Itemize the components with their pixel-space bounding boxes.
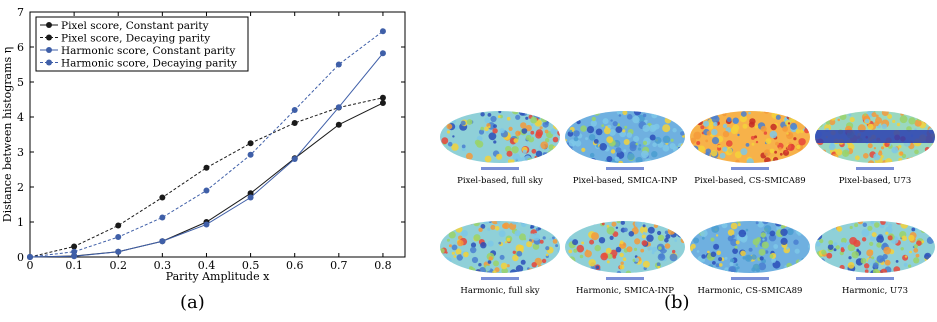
series-line-2 <box>29 97 384 258</box>
y-tick-label: 1 <box>17 216 24 229</box>
sky-map-caption: Harmonic, full sky <box>460 286 540 296</box>
series-line-1 <box>29 102 384 258</box>
x-tick-label: 0.3 <box>154 259 172 272</box>
series-3-point <box>159 238 166 245</box>
series-2-point <box>291 119 298 126</box>
sky-map-image <box>815 221 935 280</box>
series-4-point <box>379 28 386 35</box>
series-2-point <box>71 243 78 250</box>
legend-label-2: Pixel score, Decaying parity <box>61 33 210 45</box>
series-4-point <box>291 107 298 113</box>
legend-box <box>35 16 249 72</box>
line-chart: 0 0.1 0.2 0.3 0.4 0.5 0.6 0.7 0.8 0 1 2 3 4 5 6 7 Parity … <box>1 6 406 283</box>
sky-map-caption: Harmonic, U73 <box>841 286 909 296</box>
x-tick-label: 0.8 <box>374 259 392 272</box>
y-tick-label: 5 <box>17 76 24 89</box>
x-tick-label: 0.2 <box>109 259 127 272</box>
sky-map-caption: Pixel-based, CS-SMICA89 <box>694 176 806 186</box>
series-4-point <box>159 214 166 221</box>
sky-map-caption: Harmonic, CS-SMICA89 <box>697 286 803 296</box>
y-tick-label: 0 <box>17 251 24 264</box>
sky-map-panel: Pixel-based, SMICA-INP <box>561 110 689 186</box>
legend-label-1: Pixel score, Constant parity <box>61 20 209 32</box>
panel-label-a: (a) <box>180 292 205 313</box>
series-2-point <box>379 94 386 101</box>
series-3-point <box>379 50 386 57</box>
y-tick-label: 3 <box>17 146 24 159</box>
series-1-point <box>335 121 342 128</box>
series-2-point <box>203 164 210 171</box>
sky-map-panel: Pixel-based, full sky <box>436 110 564 186</box>
series-3-point <box>71 253 78 260</box>
panel-label-b: (b) <box>664 292 690 313</box>
x-tick-label: 0.4 <box>198 259 216 272</box>
series-3-point <box>291 156 298 162</box>
series-4-point <box>203 187 210 194</box>
legend-marker-3 <box>46 47 52 53</box>
sky-map-caption: Pixel-based, U73 <box>838 176 912 186</box>
plot-frame <box>29 11 406 258</box>
sky-map-caption: Pixel-based, full sky <box>457 176 543 186</box>
sky-map-caption: Pixel-based, SMICA-INP <box>572 176 678 186</box>
sky-map-image <box>815 111 935 170</box>
series-3-point <box>335 104 342 111</box>
series-2-point <box>159 194 166 201</box>
sky-map-image <box>690 111 810 170</box>
series-1-point <box>247 190 254 197</box>
sky-map-grid: Pixel-based, full sky Pixel-based, SMICA-… <box>430 110 937 300</box>
sky-map-image <box>565 221 685 280</box>
sky-map-panel: Pixel-based, U73 <box>811 110 937 186</box>
y-axis-label: Distance between histograms η <box>1 47 14 223</box>
x-tick-label: 0 <box>27 259 34 272</box>
series-2-point <box>115 222 122 229</box>
legend-marker-4 <box>46 59 52 66</box>
sky-map-image <box>440 111 560 170</box>
series-3-point <box>203 221 210 228</box>
sky-map-panel: Harmonic, SMICA-INP <box>561 220 689 296</box>
y-tick-label: 6 <box>17 41 24 54</box>
sky-map-panel: Harmonic, U73 <box>811 220 937 296</box>
x-axis-label: Parity Amplitude x <box>166 270 270 283</box>
series-1-point <box>379 100 386 106</box>
sky-map-panel: Harmonic, CS-SMICA89 <box>686 220 814 296</box>
series-3-point <box>247 194 254 201</box>
y-tick-label: 4 <box>17 111 24 124</box>
y-tick-label: 7 <box>17 6 24 19</box>
series-4-point <box>247 151 254 158</box>
series-4-point <box>71 248 78 255</box>
legend-label-3: Harmonic score, Constant parity <box>61 45 235 57</box>
x-tick-label: 0.1 <box>65 259 83 272</box>
series-2-point <box>247 140 254 147</box>
legend-marker-1 <box>46 22 52 28</box>
series-4-point <box>27 254 33 260</box>
sky-map-panel: Pixel-based, CS-SMICA89 <box>686 110 814 186</box>
x-tick-label: 0.5 <box>242 259 260 272</box>
sky-map-panel: Harmonic, full sky <box>436 220 564 296</box>
sky-map-image <box>690 221 810 280</box>
x-tick-label: 0.7 <box>330 259 348 272</box>
series-4-point <box>335 61 342 68</box>
sky-map-caption: Harmonic, SMICA-INP <box>576 286 674 296</box>
y-tick-label: 2 <box>17 181 24 194</box>
series-4-point <box>115 234 122 241</box>
sky-map-image <box>440 221 560 280</box>
x-tick-label: 0.6 <box>286 259 304 272</box>
legend-label-4: Harmonic score, Decaying parity <box>61 58 237 70</box>
legend-marker-2 <box>46 34 52 41</box>
sky-map-image <box>565 111 685 170</box>
series-3-point <box>115 248 122 255</box>
